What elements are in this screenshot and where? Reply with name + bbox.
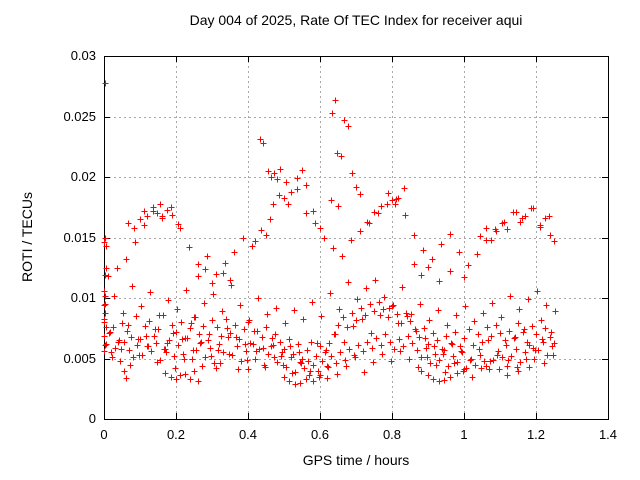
x-tick-label: 0.8: [382, 427, 402, 442]
x-tick-label: 0.4: [238, 427, 258, 442]
y-tick-label: 0.01: [70, 290, 96, 305]
y-tick-label: 0.03: [70, 48, 96, 63]
x-axis-label: GPS time / hours: [302, 452, 410, 468]
x-tick-label: 1.2: [526, 427, 546, 442]
y-tick-label: 0.02: [70, 169, 96, 184]
y-tick-label: 0: [88, 411, 96, 426]
y-tick-label: 0.005: [63, 350, 96, 366]
tick-marks: [104, 56, 609, 420]
x-tick-label: 1: [460, 427, 468, 442]
x-tick-label: 0.6: [310, 427, 330, 442]
x-tick-label: 1.4: [598, 427, 618, 442]
chart-title: Day 004 of 2025, Rate Of TEC Index for r…: [189, 12, 523, 28]
x-tick-label: 0: [100, 427, 108, 442]
scatter-points: [101, 80, 559, 388]
grid-lines: [104, 56, 608, 419]
x-tick-label: 0.2: [166, 427, 186, 442]
y-tick-label: 0.025: [63, 108, 96, 124]
y-tick-label: 0.015: [63, 229, 96, 245]
